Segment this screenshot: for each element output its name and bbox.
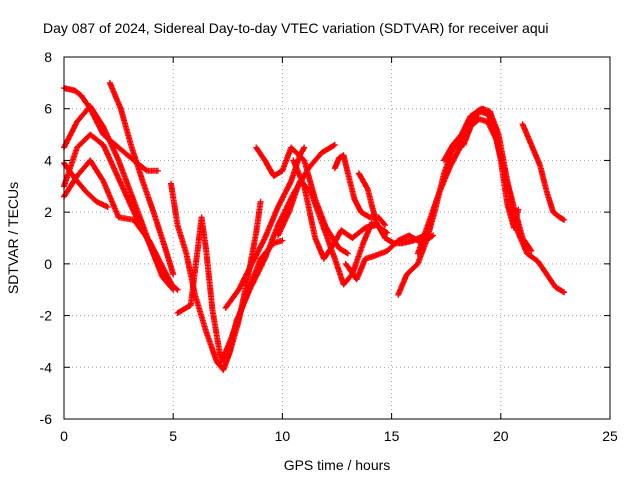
series-arc-13: [290, 157, 391, 262]
y-tick-label: 0: [44, 256, 52, 272]
data-markers: [355, 170, 428, 247]
data-markers: [331, 152, 388, 229]
series-arc-6: [106, 79, 177, 278]
x-tick-label: 25: [602, 428, 618, 444]
y-tick-label: 8: [44, 49, 52, 65]
series-arc-14: [331, 152, 388, 229]
x-tick-label: 10: [275, 428, 291, 444]
data-markers: [460, 105, 522, 231]
y-tick-label: 4: [44, 152, 52, 168]
plot-frame: [63, 56, 611, 420]
data-markers: [106, 79, 177, 278]
data-markers: [290, 157, 391, 262]
y-tick-label: 6: [44, 101, 52, 117]
data-markers: [519, 121, 568, 223]
y-tick-label: -2: [40, 308, 53, 324]
y-tick-label: -6: [40, 411, 53, 427]
axis-ticks: 0 5 10 15 20 25 -6 -4 -2 0 2 4 6 8: [40, 49, 618, 444]
y-tick-label: -4: [40, 359, 53, 375]
x-tick-label: 0: [60, 428, 68, 444]
x-tick-label: 15: [384, 428, 400, 444]
x-tick-label: 20: [493, 428, 509, 444]
series-arc-21: [519, 121, 568, 223]
y-tick-label: 2: [44, 204, 52, 220]
x-tick-label: 5: [169, 428, 177, 444]
series-arc-16: [355, 170, 428, 247]
y-axis-label: SDTVAR / TECUs: [5, 182, 21, 294]
chart-title: Day 087 of 2024, Sidereal Day-to-day VTE…: [43, 20, 549, 36]
data-points: [61, 79, 568, 373]
series-arc-20: [460, 105, 522, 231]
x-axis-label: GPS time / hours: [284, 457, 391, 473]
